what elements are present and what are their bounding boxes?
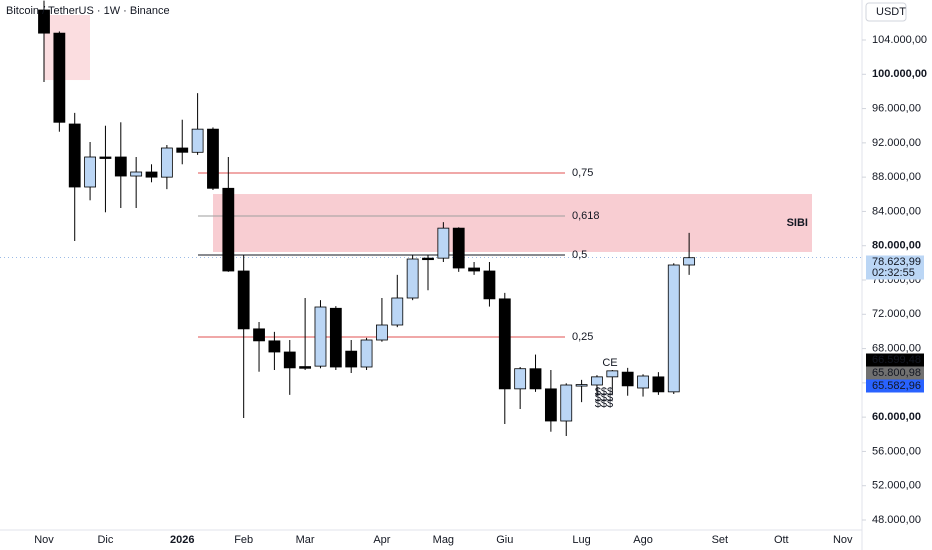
- candle-body: [606, 370, 619, 378]
- candle-body: [53, 32, 66, 123]
- x-tick-label: Set: [712, 534, 729, 546]
- candle-body: [575, 384, 588, 387]
- price-tag: [866, 255, 924, 280]
- candle-body: [437, 227, 450, 259]
- y-tick-label: 72.000,00: [872, 308, 921, 320]
- candle-body: [468, 267, 480, 272]
- candle-body: [329, 307, 342, 368]
- candle-body: [130, 171, 143, 177]
- price-tag-label: 65.800,98: [872, 367, 921, 379]
- candle-body: [191, 128, 204, 153]
- x-tick-label: Apr: [373, 534, 390, 546]
- candle-body: [99, 156, 112, 159]
- currency[interactable]: USDT: [876, 6, 906, 18]
- candle-body: [345, 350, 358, 368]
- x-tick-label: 2026: [170, 534, 194, 546]
- candle-body: [114, 156, 127, 177]
- candle-body: [560, 384, 573, 422]
- x-tick-label: Mar: [296, 534, 315, 546]
- x-tick-label: Nov: [833, 534, 853, 546]
- candle-body: [422, 257, 434, 261]
- x-tick-label: Mag: [433, 534, 454, 546]
- candle-body: [160, 147, 173, 178]
- x-tick-label: Feb: [234, 534, 253, 546]
- candle-body: [621, 371, 634, 387]
- x-tick-label: Giu: [496, 534, 513, 546]
- y-tick-label: 48.000,00: [872, 514, 921, 526]
- fib-label: 0,25: [572, 331, 593, 343]
- candle-body: [68, 123, 81, 188]
- candle-body: [237, 270, 250, 330]
- candle-body: [145, 171, 158, 178]
- candle-body: [683, 257, 696, 266]
- y-tick-label: 84.000,00: [872, 205, 921, 217]
- annotation: $$$: [595, 398, 613, 410]
- price-tag-countdown: 02:32:55: [872, 267, 915, 279]
- annotation: CE: [602, 357, 617, 369]
- y-tick-label: 96.000,00: [872, 102, 921, 114]
- candle-body: [283, 351, 296, 369]
- fib-label: 0,75: [572, 167, 593, 179]
- y-tick-label: 104.000,00: [872, 34, 927, 46]
- zone: [213, 194, 812, 252]
- y-tick-label: 56.000,00: [872, 445, 921, 457]
- y-tick-label: 100.000,00: [872, 68, 927, 80]
- y-tick-label: 60.000,00: [872, 411, 921, 423]
- zone: [44, 14, 90, 81]
- candle-body: [299, 366, 312, 369]
- currency-box[interactable]: [865, 2, 907, 22]
- x-tick-label: Dic: [97, 534, 113, 546]
- x-tick-label: Ago: [633, 534, 653, 546]
- candle-body: [222, 187, 235, 272]
- annotation: $$$: [595, 386, 613, 398]
- candle-body: [207, 128, 219, 189]
- candle-body: [498, 298, 511, 390]
- price-tag: [866, 366, 924, 380]
- y-tick-label: 92.000,00: [872, 137, 921, 149]
- candle-body: [253, 328, 265, 342]
- price-tag-label: 66.599,48: [872, 354, 921, 366]
- candle-body: [529, 368, 542, 390]
- x-tick-label: Ott: [774, 534, 789, 546]
- candle-body: [391, 297, 404, 326]
- candle-body: [38, 9, 50, 34]
- candle-body: [667, 264, 680, 393]
- zone-label: SIBI: [787, 217, 808, 229]
- candle-body: [514, 368, 527, 390]
- x-tick-label: Lug: [572, 534, 590, 546]
- candle-body: [176, 147, 189, 153]
- price-tag-label: 78.623,99: [872, 256, 921, 268]
- candle-body: [652, 376, 665, 393]
- candle-body: [268, 340, 281, 353]
- y-tick-label: 68.000,00: [872, 342, 921, 354]
- fib-label: 0,618: [572, 210, 600, 222]
- price-tag-label: 65.582,96: [872, 380, 921, 392]
- x-tick-label: Nov: [34, 534, 54, 546]
- chart-title: Bitcoin / TetherUS · 1W · Binance: [6, 5, 170, 17]
- y-tick-label: 80.000,00: [872, 240, 921, 252]
- candle-body: [544, 388, 557, 422]
- fib-label: 0,5: [572, 249, 587, 261]
- annotation: $$$: [595, 392, 613, 404]
- candle-body: [84, 156, 96, 188]
- candle-body: [406, 258, 419, 299]
- y-tick-label: 88.000,00: [872, 171, 921, 183]
- candle-body: [314, 306, 327, 367]
- y-tick-label: 52.000,00: [872, 480, 921, 492]
- candle-body: [360, 339, 373, 368]
- price-tag: [866, 353, 924, 367]
- candle-body: [452, 227, 465, 269]
- candle-body: [591, 376, 603, 386]
- price-tag: [866, 379, 924, 393]
- candle-body: [376, 324, 388, 341]
- candle-body: [483, 270, 496, 300]
- candle-body: [637, 375, 649, 389]
